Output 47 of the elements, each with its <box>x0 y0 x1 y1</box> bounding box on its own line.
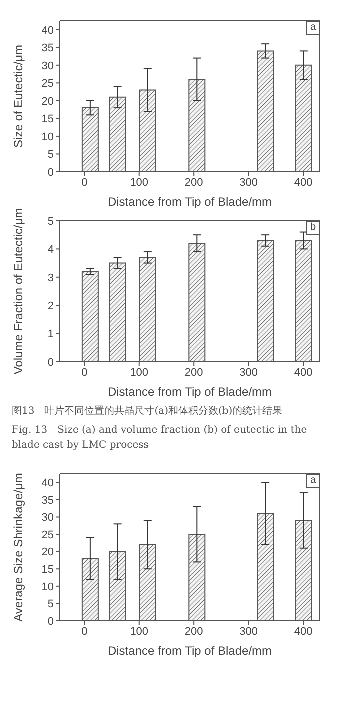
y-tick-label: 40 <box>42 24 54 37</box>
x-tick-label: 0 <box>82 366 88 379</box>
x-tick-label: 0 <box>82 176 88 189</box>
y-tick-label: 4 <box>48 244 54 256</box>
y-tick-label: 10 <box>42 581 54 594</box>
y-tick-label: 0 <box>48 166 54 179</box>
annotation: b <box>306 221 320 235</box>
x-tick-label: 300 <box>240 626 258 638</box>
x-tick-label: 300 <box>240 366 258 379</box>
y-tick-label: 1 <box>48 328 54 341</box>
x-tick-label: 200 <box>184 176 204 189</box>
y-tick-label: 0 <box>48 356 54 369</box>
y-tick-label: 20 <box>42 546 54 559</box>
y-tick-label: 30 <box>42 60 54 72</box>
y-axis-title: Size of Eutectic/μm <box>11 45 26 148</box>
x-tick-label: 400 <box>294 366 313 379</box>
y-tick-label: 5 <box>48 149 54 162</box>
x-tick-label: 100 <box>130 366 149 379</box>
y-axis-title: Volume Fraction of Eutectic/μm <box>11 208 26 375</box>
y-tick-label: 25 <box>42 529 54 542</box>
caption: 图13 叶片不同位置的共晶尺寸(a)和体积分数(b)的统计结果 <box>12 404 284 419</box>
y-tick-label: 5 <box>48 216 54 228</box>
y-tick-label: 0 <box>48 616 54 628</box>
y-tick-label: 5 <box>48 598 54 611</box>
annotation: a <box>306 474 320 488</box>
x-tick-label: 100 <box>130 176 149 189</box>
x-tick-label: 300 <box>240 176 258 189</box>
x-tick-label: 100 <box>130 626 149 638</box>
y-tick-label: 35 <box>42 494 54 507</box>
y-tick-label: 20 <box>42 96 54 108</box>
y-tick-label: 10 <box>42 131 54 144</box>
y-tick-label: 35 <box>42 42 54 55</box>
y-tick-label: 40 <box>42 478 54 490</box>
y-tick-label: 15 <box>42 114 54 126</box>
x-tick-label: 400 <box>294 626 313 638</box>
y-tick-label: 15 <box>42 564 54 576</box>
x-tick-label: 200 <box>184 626 204 638</box>
caption: Fig. 13 Size (a) and volume fraction (b) of eutectic in the blade cast by LMC process <box>12 424 308 453</box>
y-axis-title: Average Size Shrinkage/μm <box>11 473 26 622</box>
y-tick-label: 3 <box>48 272 54 284</box>
x-tick-label: 0 <box>82 626 88 638</box>
y-tick-label: 30 <box>42 512 54 524</box>
y-tick-label: 2 <box>48 300 54 313</box>
x-tick-label: 200 <box>184 366 204 379</box>
x-tick-label: 400 <box>294 176 313 189</box>
y-tick-label: 25 <box>42 78 54 90</box>
annotation: a <box>306 21 320 35</box>
